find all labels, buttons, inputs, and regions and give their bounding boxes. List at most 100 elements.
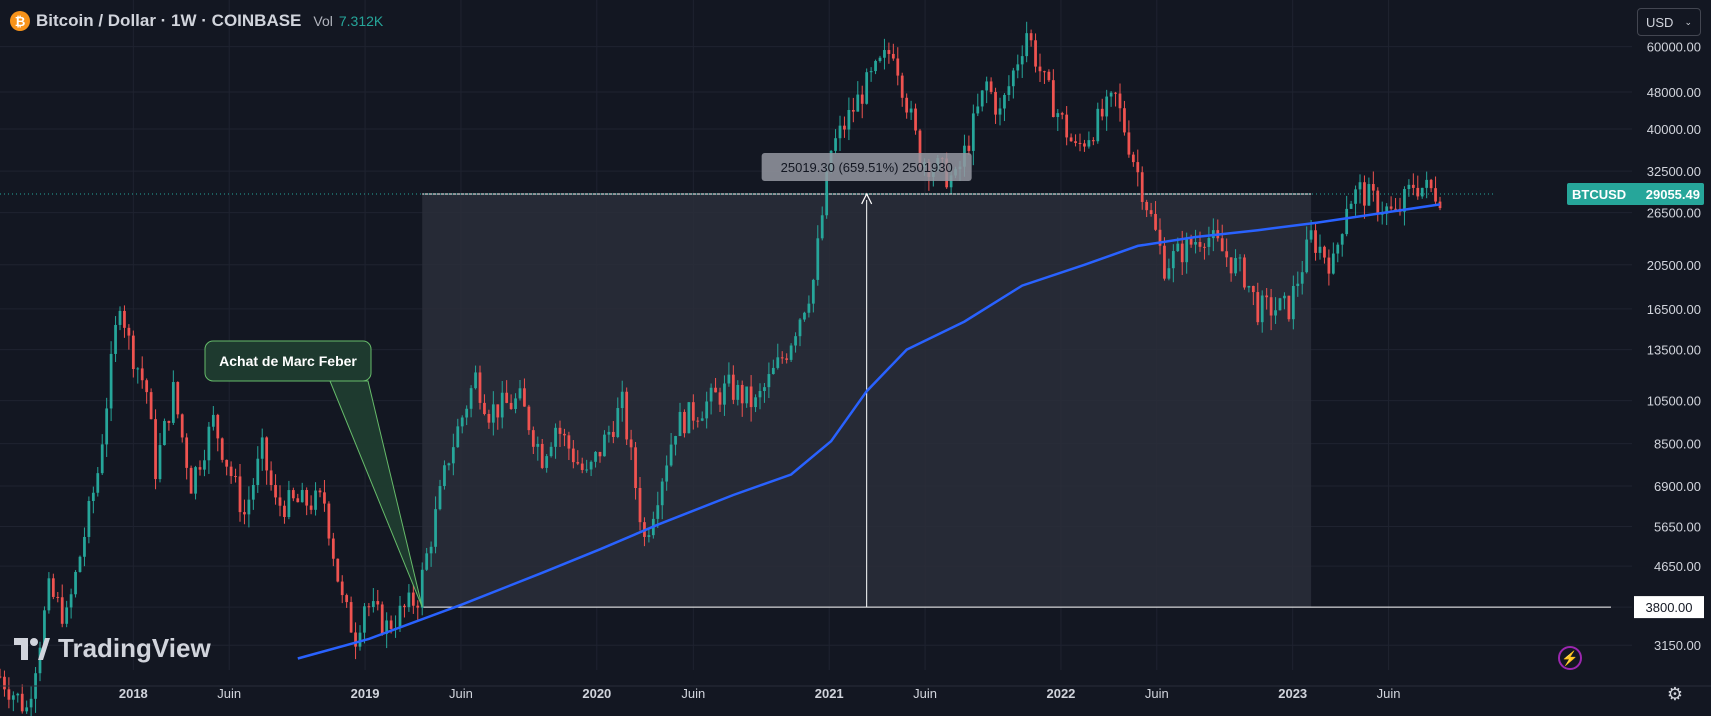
candle-body — [1185, 237, 1189, 263]
candle-body — [251, 485, 255, 500]
candle-body — [1051, 80, 1055, 118]
candle-body — [638, 488, 642, 523]
candle-body — [523, 388, 526, 407]
currency-selector-button[interactable]: USD ⌄ — [1637, 8, 1701, 36]
candle-body — [1376, 190, 1380, 215]
candle-body — [429, 546, 433, 554]
candle-body — [789, 345, 793, 360]
candle-body — [1411, 184, 1415, 188]
currency-label: USD — [1646, 14, 1674, 30]
x-tick-label: 2018 — [119, 686, 148, 701]
candle-body — [527, 406, 531, 431]
current-price-symbol: BTCUSD — [1572, 187, 1626, 202]
candle-body — [611, 431, 615, 437]
candle-body — [1327, 257, 1331, 274]
candle-body — [851, 109, 855, 112]
candle-body — [318, 490, 322, 493]
symbol-title[interactable]: Bitcoin / Dollar · 1W · COINBASE — [36, 11, 302, 30]
candle-body — [1416, 187, 1420, 197]
low-price-badge — [1634, 596, 1704, 619]
candle-body — [1047, 71, 1051, 81]
candle-body — [398, 605, 402, 629]
candle-body — [1323, 246, 1326, 258]
candle-body — [1189, 237, 1193, 245]
candle-body — [696, 420, 700, 422]
candle-body — [603, 434, 606, 457]
candle-body — [580, 463, 584, 470]
candle-body — [1260, 295, 1264, 323]
candle-body — [367, 606, 371, 608]
candle-body — [287, 490, 291, 518]
candle-body — [1385, 206, 1389, 214]
candle-body — [483, 402, 486, 414]
candle-body — [269, 470, 273, 486]
candle-body — [558, 427, 562, 434]
candle-body — [96, 473, 100, 493]
candle-body — [567, 435, 571, 449]
candle-body — [451, 447, 455, 464]
candle-body — [1025, 33, 1029, 57]
candle-body — [629, 439, 633, 448]
candle-body — [207, 426, 211, 461]
candle-body — [816, 238, 820, 280]
candle-body — [65, 607, 69, 624]
candle-body — [43, 610, 46, 648]
candle-body — [323, 492, 326, 504]
candle-body — [234, 476, 237, 478]
chart-header: ₿ Bitcoin / Dollar · 1W · COINBASE Vol 7.… — [10, 8, 383, 34]
candle-body — [56, 596, 60, 598]
candle-body — [167, 420, 171, 423]
tradingview-logo[interactable]: TradingView — [14, 633, 211, 664]
candle-body — [758, 391, 762, 398]
candle-body — [403, 605, 406, 608]
candle-body — [265, 437, 269, 471]
candle-body — [1131, 154, 1135, 163]
candle-body — [114, 324, 117, 354]
candle-body — [1038, 66, 1042, 72]
candle-body — [496, 404, 500, 418]
candle-body — [714, 387, 717, 393]
lightning-icon[interactable]: ⚡ — [1558, 646, 1582, 670]
candle-body — [780, 357, 784, 359]
candle-body — [1203, 246, 1206, 248]
candle-body — [616, 408, 620, 437]
candle-body — [1149, 210, 1153, 214]
candle-body — [727, 374, 731, 384]
candle-body — [487, 413, 491, 423]
y-tick-label: 48000.00 — [1647, 85, 1701, 100]
candle-body — [411, 592, 415, 606]
candle-body — [256, 458, 260, 486]
candle-body — [105, 408, 109, 445]
candle-body — [47, 578, 51, 611]
candle-body — [83, 536, 86, 557]
candle-body — [571, 448, 575, 463]
y-tick-label: 5650.00 — [1654, 520, 1701, 535]
candle-body — [345, 595, 349, 603]
candle-body — [869, 71, 873, 73]
candle-body — [1238, 257, 1242, 259]
candle-body — [371, 601, 375, 608]
candle-body — [1118, 93, 1122, 109]
candle-body — [1349, 203, 1353, 209]
candle-body — [1100, 108, 1104, 117]
candle-body — [38, 647, 42, 674]
candle-body — [1420, 187, 1424, 197]
candle-body — [811, 279, 815, 304]
gear-icon[interactable]: ⚙ — [1666, 684, 1684, 704]
candle-body — [1256, 292, 1260, 323]
candle-body — [1225, 251, 1229, 258]
candle-body — [247, 499, 251, 515]
candle-body — [887, 50, 891, 54]
current-price-value: 29055.49 — [1646, 187, 1700, 202]
candle-body — [1007, 86, 1011, 95]
candle-body — [1136, 162, 1140, 173]
annotation-box[interactable] — [204, 340, 372, 382]
candle-body — [518, 388, 522, 399]
candle-body — [1243, 257, 1246, 288]
candle-body — [691, 402, 695, 421]
x-tick-label: Juin — [449, 686, 473, 701]
candle-body — [131, 335, 135, 370]
candle-body — [7, 689, 11, 700]
candle-body — [229, 466, 233, 477]
